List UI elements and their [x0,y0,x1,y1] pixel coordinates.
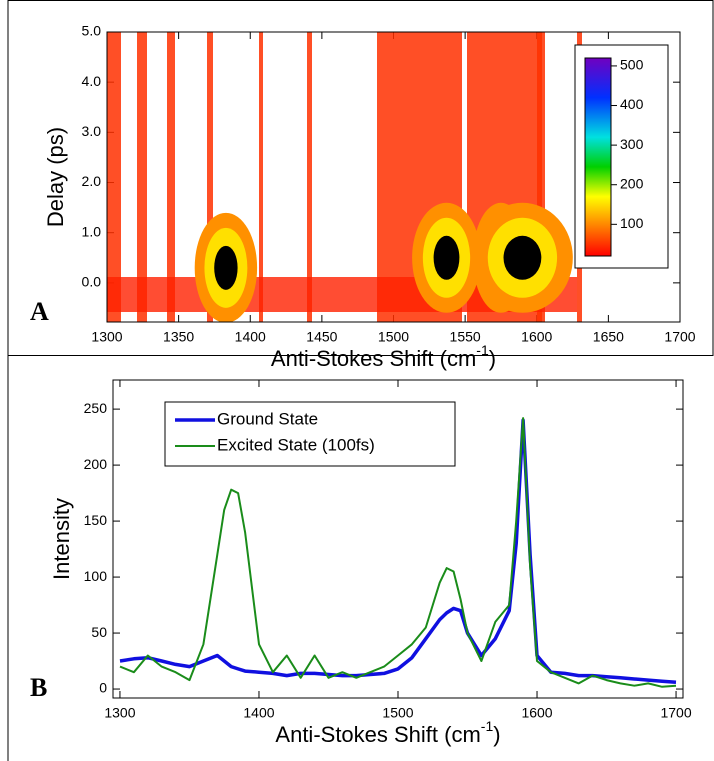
colorbar-tick-label: 300 [620,136,644,152]
colorbar-ramp [584,57,612,257]
x-tick-label: 1500 [378,329,409,345]
x-axis-label-sup: -1 [476,342,489,358]
legend-label: Ground State [217,409,318,428]
heat-streak [167,32,175,322]
x-axis-label: Anti-Stokes Shift (cm-1) [271,342,496,371]
legend-box [164,401,456,467]
colorbar-tick-label: 500 [620,57,644,73]
x-tick-label: 1700 [664,329,695,345]
panel-b: 1300 1400 1500 1600 1700 0 50 100 150 200 250 Anti-… [30,379,692,747]
heat-peak [214,245,238,290]
heat-streak [207,32,213,322]
x-tick-label: 1400 [235,329,266,345]
heat-layer [107,32,582,322]
y-tick-label: 50 [91,624,107,640]
x-axis-label-main: Anti-Stokes Shift (cm [275,722,480,747]
plot-frame [106,31,681,323]
x-tick-label: 1450 [306,329,337,345]
heat-peak [503,235,542,280]
heat-streak [107,32,121,322]
y-tick-label: 5.0 [82,23,102,39]
plot-frame [112,379,684,699]
x-tick-label: 1400 [243,705,274,721]
y-tick-label: 3.0 [82,123,102,139]
x-axis-label-sup: -1 [481,718,494,734]
x-tick-label: 1300 [104,705,135,721]
colorbar-tick-label: 200 [620,175,644,191]
x-axis-label-main: Anti-Stokes Shift (cm [271,346,476,371]
panel-frame [7,0,714,356]
x-axis-label-end: ) [493,722,500,747]
y-axis-label: Intensity [49,498,74,580]
x-axis-label-end: ) [489,346,496,371]
heat-peak [433,235,460,280]
panel-a: 1300 1350 1400 1450 1500 1550 1600 1650 1700 0.0 1… [30,23,696,371]
y-tick-label: 4.0 [82,73,102,89]
x-tick-label: 1300 [91,329,122,345]
x-tick-label: 1550 [450,329,481,345]
y-tick-label: 200 [84,456,108,472]
y-tick-label: 1.0 [82,223,102,239]
y-axis-label: Delay (ps) [43,127,68,227]
colorbar-tick-label: 100 [620,215,644,231]
heat-streak [137,32,147,322]
x-axis-label: Anti-Stokes Shift (cm-1) [275,718,500,747]
y-tick-label: 100 [84,568,108,584]
heat-streak [259,32,263,322]
y-tick-label: 0.0 [82,274,102,290]
x-tick-label: 1350 [163,329,194,345]
x-tick-label: 1700 [660,705,691,721]
colorbar: 100 200 300 400 500 [574,44,669,269]
colorbar-tick-label: 400 [620,96,644,112]
heat-streak [307,32,312,322]
legend: Ground State Excited State (100fs) [164,401,456,467]
x-tick-label: 1500 [382,705,413,721]
x-tick-label: 1650 [593,329,624,345]
y-tick-label: 150 [84,512,108,528]
panel-label: B [30,673,47,702]
panel-label: A [30,297,49,326]
y-tick-label: 0 [99,680,107,696]
y-tick-label: 250 [84,400,108,416]
y-tick-label: 2.0 [82,173,102,189]
x-tick-label: 1600 [521,329,552,345]
heat-streak [537,32,545,322]
line-series [119,417,677,688]
line-series [119,418,677,685]
x-tick-label: 1600 [521,705,552,721]
legend-label: Excited State (100fs) [217,435,375,454]
